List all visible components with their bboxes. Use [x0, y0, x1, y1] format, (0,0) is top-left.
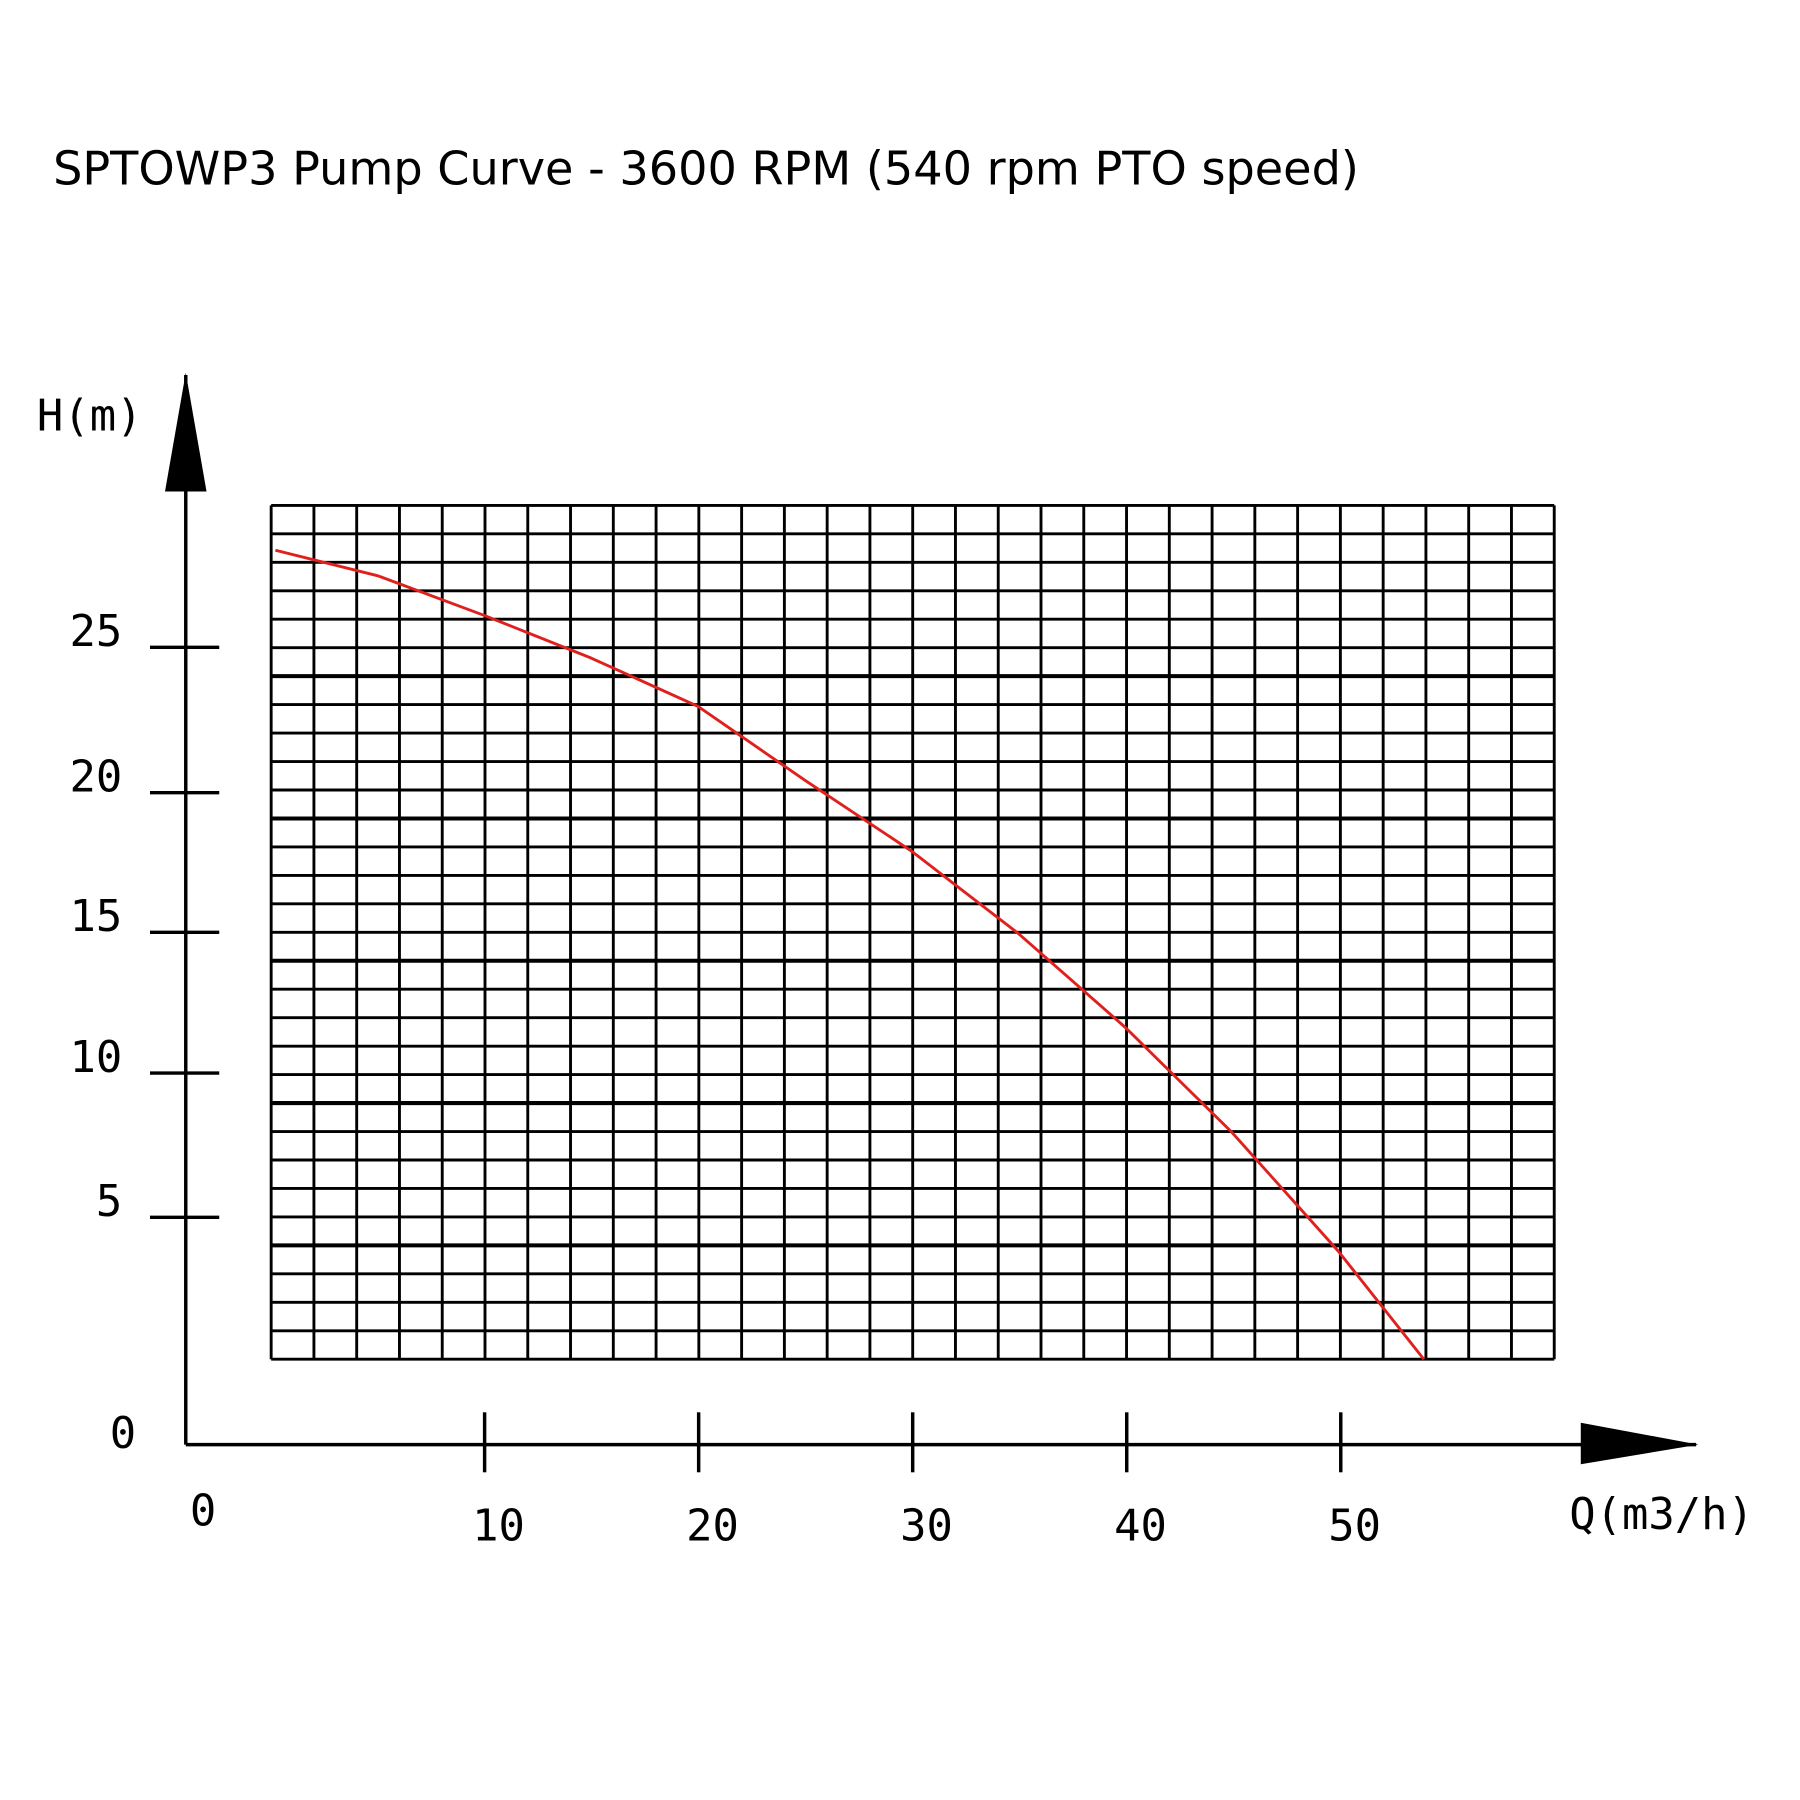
y-tick-label: 15 [70, 891, 123, 942]
y-tick-label: 25 [70, 606, 123, 657]
curve-layer [275, 548, 1425, 1361]
x-tick-label: 20 [686, 1500, 739, 1551]
y-axis-label: H(m) [37, 390, 143, 441]
x-tick-label: 10 [472, 1500, 525, 1551]
x-tick-label: 0 [190, 1485, 216, 1536]
x-tick-label: 50 [1328, 1500, 1381, 1551]
x-tick-label: 40 [1114, 1500, 1167, 1551]
x-axis-label: Q(m3/h) [1569, 1489, 1754, 1540]
x-axis-arrow [1580, 1422, 1699, 1465]
chart-title: SPTOWP3 Pump Curve - 3600 RPM (540 rpm P… [53, 142, 1359, 196]
y-tick-label: 0 [110, 1408, 136, 1459]
axes: H(m) Q(m3/h) [37, 372, 1754, 1540]
ticks: 0 10 20 30 40 50 0 5 10 15 20 25 [70, 606, 1381, 1551]
y-tick-label: 10 [70, 1032, 123, 1083]
y-tick-label: 20 [70, 752, 123, 803]
y-tick-label: 5 [96, 1176, 122, 1227]
pump-curve-line [275, 548, 1425, 1361]
y-axis-arrow [165, 372, 207, 492]
x-tick-label: 30 [900, 1500, 953, 1551]
grid [269, 503, 1556, 1361]
